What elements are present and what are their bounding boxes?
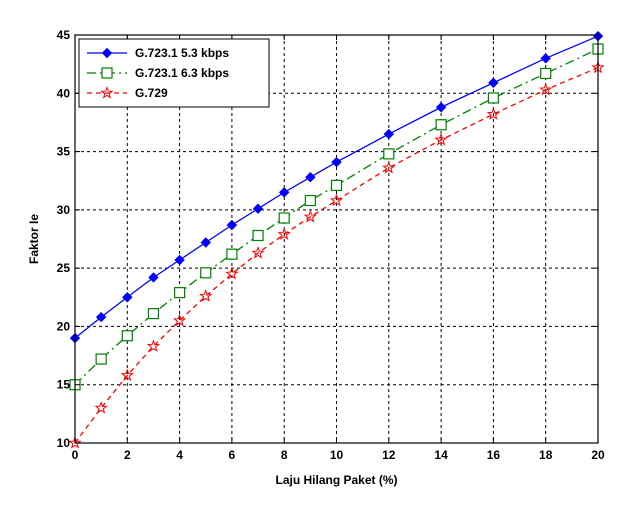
- data-point: [331, 156, 342, 168]
- data-point: [120, 368, 134, 382]
- y-tick-label: 45: [57, 28, 71, 42]
- data-point: [174, 287, 186, 299]
- plot-series: [68, 30, 605, 449]
- data-point: [434, 132, 448, 146]
- data-point: [95, 353, 107, 365]
- y-axis-label: Faktor Ie: [27, 214, 41, 264]
- y-tick-label: 20: [57, 319, 71, 333]
- data-point: [174, 254, 185, 266]
- x-tick-label: 8: [281, 448, 288, 462]
- x-tick-label: 18: [539, 448, 553, 462]
- x-tick-label: 0: [72, 448, 79, 462]
- data-point: [199, 289, 213, 302]
- data-point: [148, 272, 159, 283]
- legend-label: G.729: [135, 86, 168, 100]
- legend: G.723.1 5.3 kbps G.723.1 6.3 kbps G.729: [78, 38, 270, 108]
- data-point: [226, 219, 238, 231]
- data-point: [540, 67, 552, 80]
- data-point: [488, 77, 499, 89]
- y-tick-label: 15: [57, 378, 71, 392]
- data-point: [278, 212, 290, 224]
- legend-label: G.723.1 6.3 kbps: [135, 66, 229, 80]
- legend-label: G.723.1 5.3 kbps: [135, 46, 229, 60]
- data-point: [122, 292, 133, 303]
- x-tick-label: 2: [124, 448, 131, 462]
- data-point: [278, 187, 290, 198]
- data-point: [147, 308, 160, 320]
- data-point: [252, 229, 264, 242]
- data-point: [435, 102, 447, 113]
- series-1: [69, 30, 604, 344]
- legend-marker: [100, 86, 114, 99]
- data-point: [251, 246, 265, 259]
- data-point: [486, 107, 500, 120]
- data-point: [94, 401, 108, 414]
- data-point: [277, 227, 291, 240]
- y-tick-label: 40: [57, 86, 71, 100]
- y-tick-label: 35: [57, 145, 71, 159]
- data-point: [146, 339, 161, 352]
- data-point: [383, 128, 395, 140]
- x-axis-label: Laju Hilang Paket (%): [275, 473, 397, 487]
- data-point: [435, 119, 447, 131]
- data-point: [252, 203, 264, 214]
- y-tick-label: 30: [57, 203, 71, 217]
- axis-ticks: 0 2 4 6 8 10 12 14 16 18 20 10 15 20 25 30 35 40 45: [57, 28, 605, 462]
- series-1-line: [74, 35, 599, 339]
- series-3-line: [74, 67, 599, 444]
- series-2-line: [74, 48, 599, 386]
- legend-marker: [101, 47, 113, 59]
- y-tick-label: 10: [57, 436, 71, 450]
- data-point: [329, 193, 344, 207]
- x-tick-label: 12: [382, 448, 396, 462]
- data-point: [487, 92, 499, 104]
- x-tick-label: 16: [487, 448, 501, 462]
- data-point: [200, 237, 211, 248]
- data-point: [304, 194, 316, 207]
- data-point: [539, 82, 553, 96]
- x-tick-label: 4: [176, 448, 183, 462]
- data-point: [540, 53, 551, 64]
- data-point: [305, 172, 316, 183]
- y-tick-label: 25: [57, 261, 71, 275]
- x-tick-label: 14: [434, 448, 448, 462]
- data-point: [200, 267, 212, 279]
- data-point: [330, 179, 343, 191]
- data-point: [173, 313, 187, 327]
- x-tick-label: 10: [330, 448, 344, 462]
- data-point: [303, 209, 317, 223]
- x-tick-label: 6: [229, 448, 236, 462]
- data-point: [95, 311, 107, 323]
- data-point: [68, 436, 82, 449]
- data-point: [382, 160, 396, 174]
- data-point: [121, 330, 133, 342]
- data-point: [225, 267, 239, 280]
- legend-marker: [101, 67, 113, 79]
- series-2: [69, 43, 604, 391]
- x-tick-label: 20: [591, 448, 605, 462]
- data-point: [383, 148, 395, 160]
- data-point: [226, 248, 238, 260]
